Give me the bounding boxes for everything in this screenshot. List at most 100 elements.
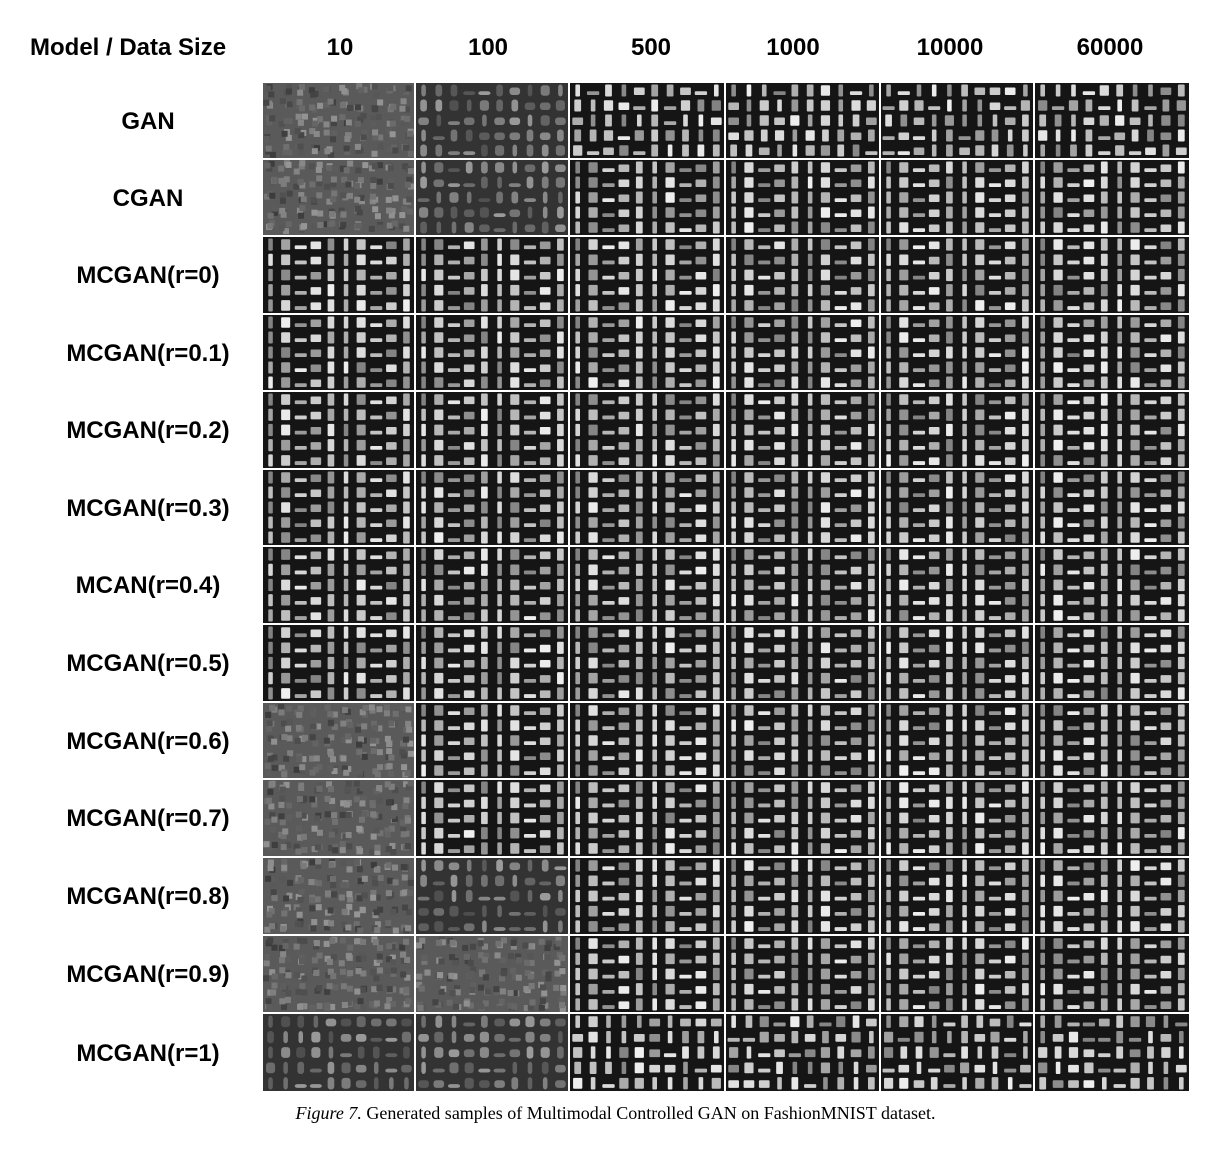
sample-grid-image	[881, 1014, 1033, 1091]
sample-grid-image	[416, 936, 568, 1012]
sample-grid-image	[263, 858, 414, 934]
sample-cell	[416, 83, 568, 158]
sample-grid-image	[263, 237, 414, 313]
sample-grid-image	[881, 547, 1033, 623]
sample-grid-image	[1035, 83, 1189, 158]
sample-cell	[570, 703, 724, 778]
sample-cell	[570, 547, 724, 623]
row-label: GAN	[121, 108, 175, 135]
sample-grid-image	[416, 625, 568, 701]
sample-grid-image	[416, 160, 568, 235]
sample-cell	[1035, 703, 1189, 778]
sample-cell	[416, 160, 568, 235]
sample-cell	[1035, 315, 1189, 390]
sample-grid-image	[263, 936, 414, 1012]
sample-cell	[881, 936, 1033, 1012]
sample-cell	[881, 315, 1033, 390]
sample-cell	[1035, 83, 1189, 158]
sample-grid-image	[570, 858, 724, 934]
sample-cell	[570, 625, 724, 701]
sample-grid-image	[1035, 780, 1189, 856]
sample-grid-image	[881, 858, 1033, 934]
sample-grid-image	[416, 1014, 568, 1091]
sample-grid-image	[416, 392, 568, 468]
sample-cell	[416, 780, 568, 856]
sample-cell	[726, 160, 879, 235]
sample-grid-image	[570, 237, 724, 313]
sample-cell	[726, 703, 879, 778]
sample-grid-image	[416, 547, 568, 623]
sample-grid-image	[263, 160, 414, 235]
sample-grid-image	[263, 547, 414, 623]
column-header-100: 100	[467, 34, 509, 61]
sample-grid-image	[1035, 470, 1189, 545]
sample-cell	[263, 1014, 414, 1091]
caption-figure-label: Figure 7.	[295, 1103, 362, 1123]
sample-grid-image	[1035, 315, 1189, 390]
sample-cell	[1035, 470, 1189, 545]
sample-cell	[881, 83, 1033, 158]
sample-cell	[416, 547, 568, 623]
sample-grid-image	[726, 1014, 879, 1091]
sample-grid-image	[416, 858, 568, 934]
sample-cell	[726, 1014, 879, 1091]
sample-grid-image	[881, 470, 1033, 545]
sample-grid-image	[726, 625, 879, 701]
sample-grid-image	[726, 547, 879, 623]
sample-cell	[726, 83, 879, 158]
row-label: MCGAN(r=1)	[76, 1040, 220, 1067]
sample-grid-image	[1035, 936, 1189, 1012]
sample-grid	[263, 83, 1191, 1093]
sample-cell	[416, 237, 568, 313]
sample-cell	[1035, 547, 1189, 623]
sample-grid-image	[570, 1014, 724, 1091]
sample-grid-image	[263, 780, 414, 856]
sample-grid-image	[570, 780, 724, 856]
sample-grid-image	[881, 936, 1033, 1012]
sample-grid-image	[416, 470, 568, 545]
sample-cell	[263, 315, 414, 390]
row-label: MCGAN(r=0.8)	[66, 883, 230, 910]
sample-cell	[263, 392, 414, 468]
sample-cell	[1035, 1014, 1189, 1091]
sample-cell	[726, 547, 879, 623]
column-header-10: 10	[326, 34, 354, 61]
sample-grid-image	[881, 392, 1033, 468]
sample-grid-image	[1035, 1014, 1189, 1091]
sample-cell	[881, 160, 1033, 235]
sample-cell	[263, 547, 414, 623]
sample-cell	[726, 237, 879, 313]
sample-grid-image	[881, 625, 1033, 701]
sample-cell	[1035, 625, 1189, 701]
sample-grid-image	[726, 780, 879, 856]
sample-grid-image	[416, 315, 568, 390]
sample-grid-image	[416, 780, 568, 856]
sample-grid-image	[726, 237, 879, 313]
sample-grid-image	[570, 83, 724, 158]
sample-cell	[570, 160, 724, 235]
row-label: MCGAN(r=0.9)	[66, 961, 230, 988]
sample-grid-image	[1035, 547, 1189, 623]
sample-grid-image	[1035, 237, 1189, 313]
sample-cell	[881, 392, 1033, 468]
sample-cell	[416, 315, 568, 390]
column-header-10000: 10000	[916, 34, 984, 61]
sample-grid-image	[570, 936, 724, 1012]
corner-header: Model / Data Size	[30, 34, 227, 61]
column-header-1000: 1000	[766, 34, 820, 61]
sample-grid-image	[1035, 703, 1189, 778]
sample-grid-image	[726, 936, 879, 1012]
sample-grid-image	[570, 392, 724, 468]
sample-cell	[881, 780, 1033, 856]
sample-cell	[263, 470, 414, 545]
sample-cell	[881, 1014, 1033, 1091]
row-label: MCGAN(r=0.3)	[66, 495, 230, 522]
sample-cell	[726, 392, 879, 468]
sample-grid-image	[570, 315, 724, 390]
sample-grid-image	[570, 625, 724, 701]
sample-grid-image	[416, 83, 568, 158]
sample-cell	[881, 703, 1033, 778]
sample-cell	[570, 392, 724, 468]
sample-cell	[881, 858, 1033, 934]
sample-cell	[570, 936, 724, 1012]
